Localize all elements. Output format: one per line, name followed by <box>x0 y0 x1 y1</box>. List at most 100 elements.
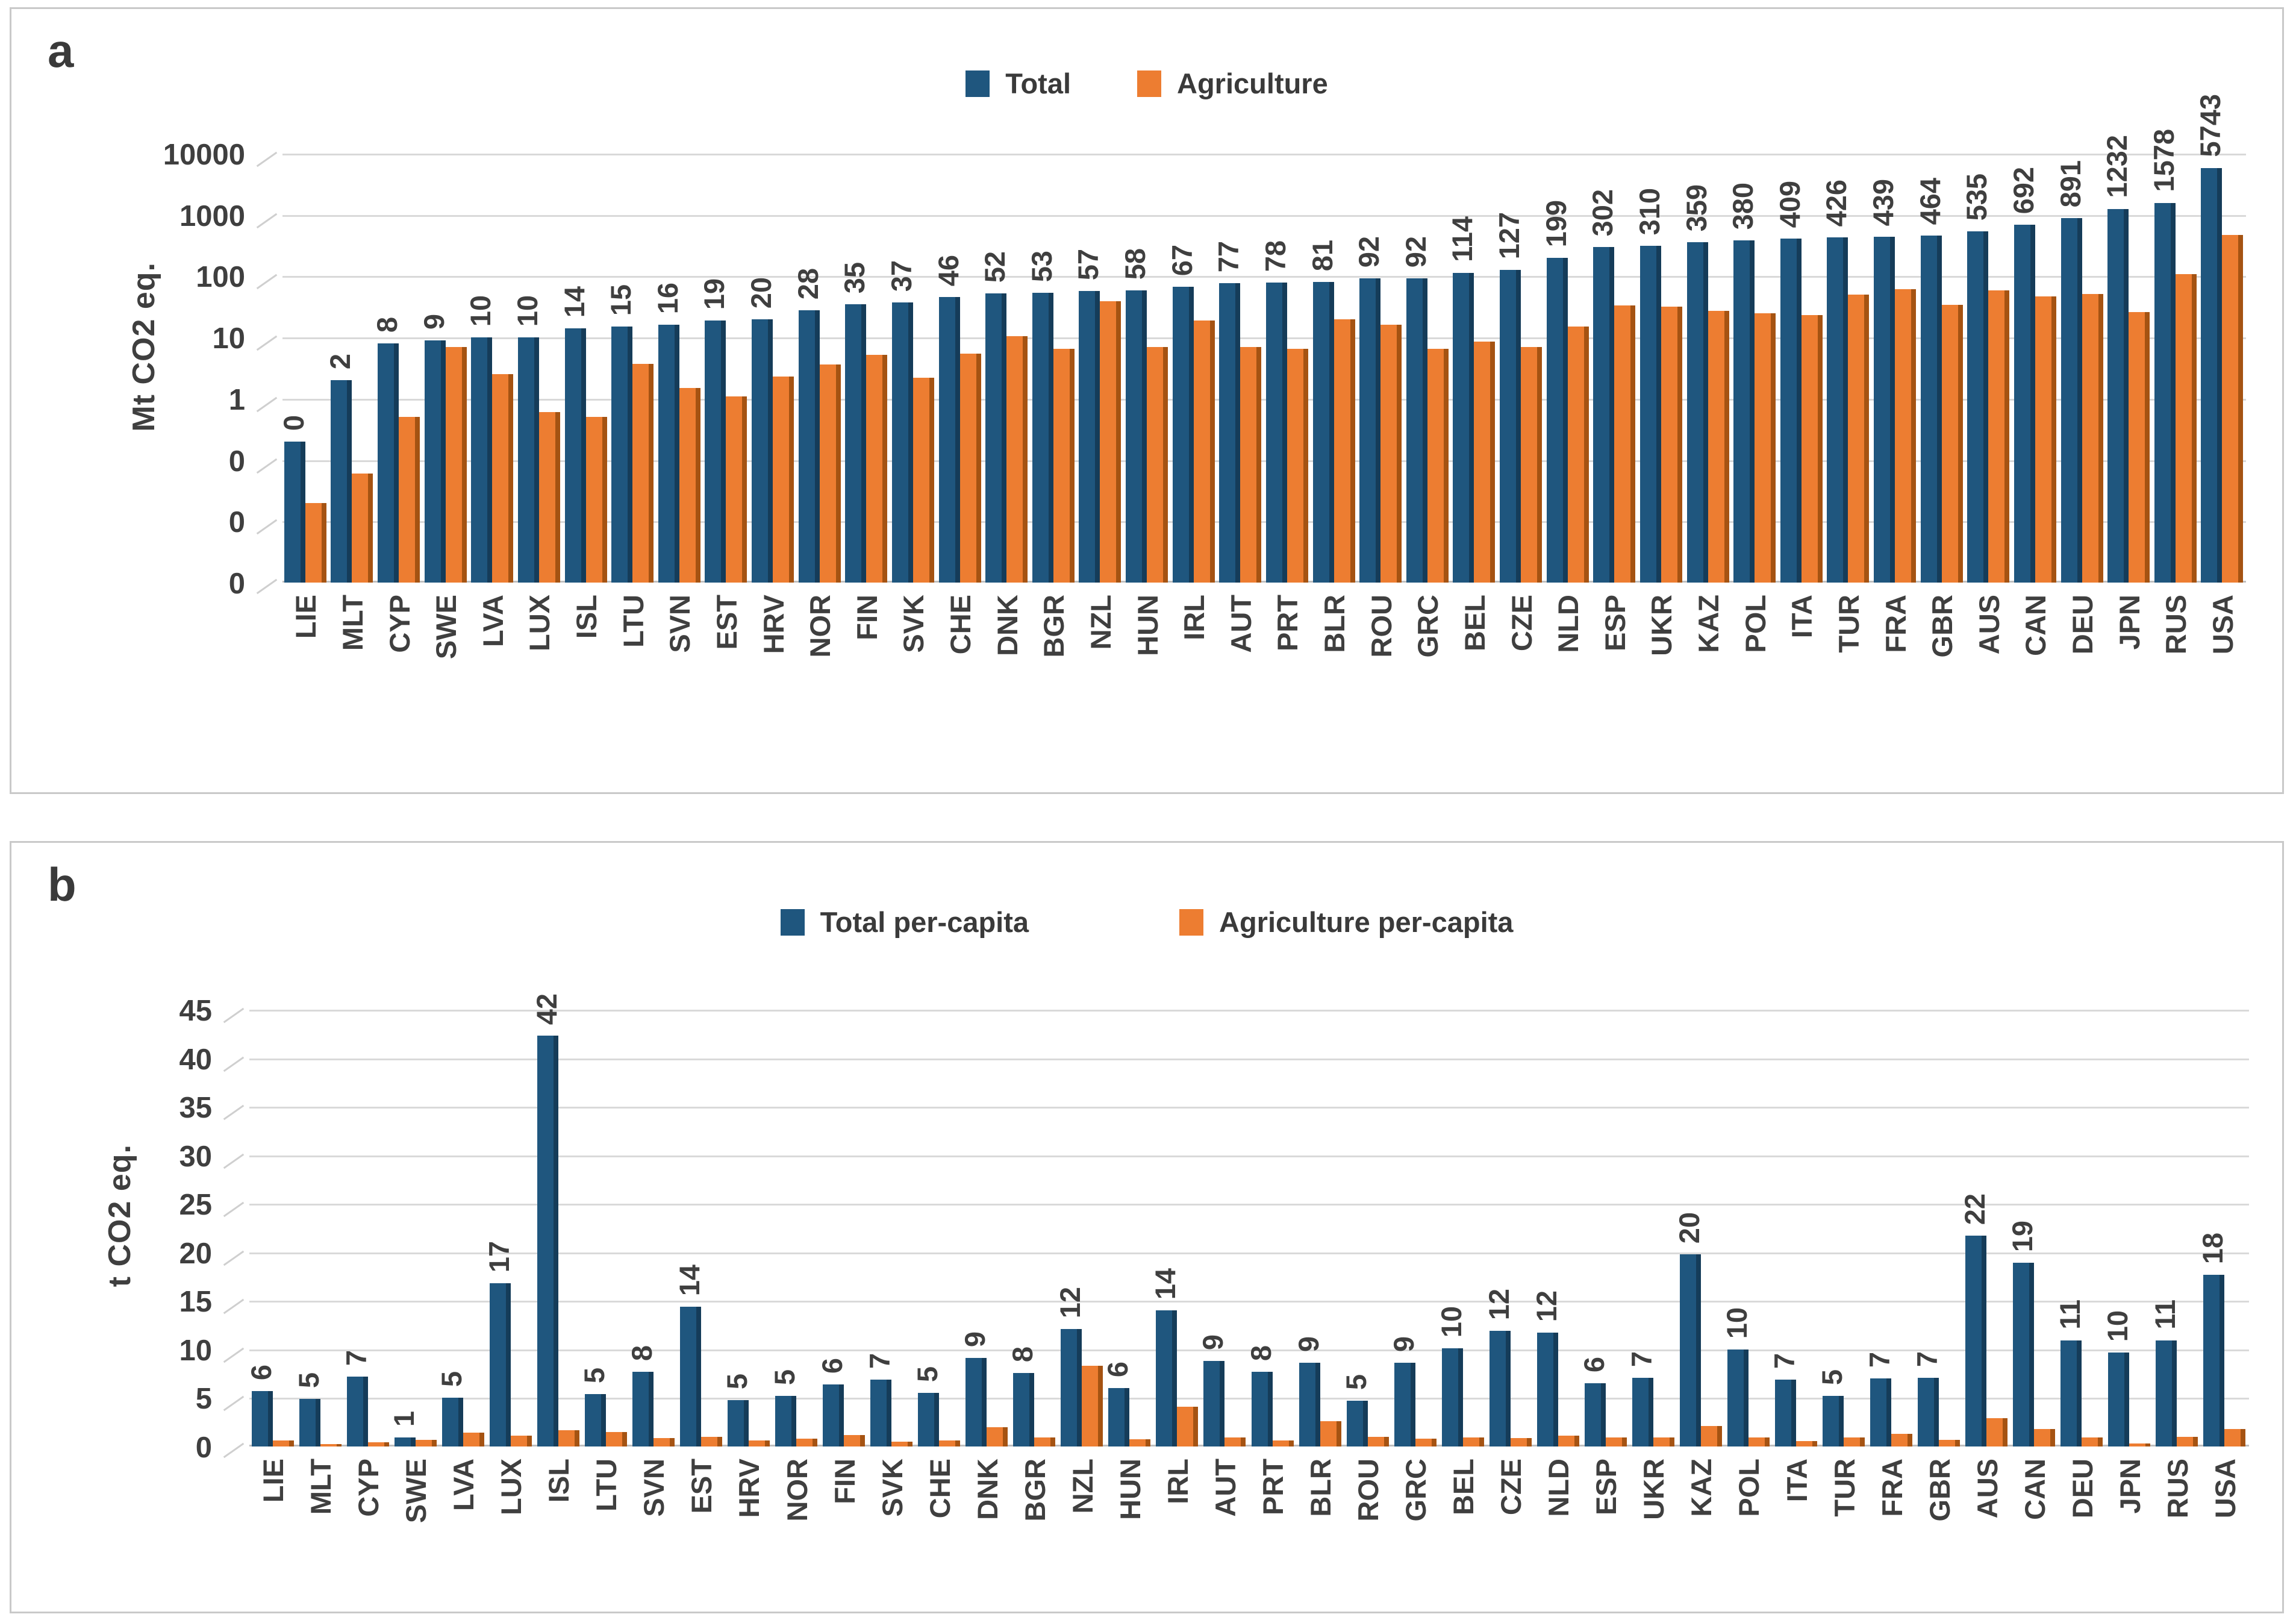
x-label-cell: NOR <box>773 1459 821 1597</box>
value-label: 35 <box>838 261 871 293</box>
legend-item-total: Total <box>966 67 1071 100</box>
agriculture-bar <box>1287 349 1308 583</box>
agriculture-bar <box>1082 1366 1103 1446</box>
total-bar <box>1441 1348 1463 1446</box>
bar-group: 37 <box>885 154 937 583</box>
bar-group: 28 <box>792 154 844 583</box>
x-label-cell: LVA <box>470 595 517 733</box>
x-label-cell: FIN <box>821 1459 869 1597</box>
total-bar <box>1013 1373 1035 1446</box>
value-label: 464 <box>1914 177 1946 225</box>
country-label: POL <box>1733 1459 1765 1517</box>
country-label: BGR <box>1038 595 1070 658</box>
bar-group: 9 <box>418 154 470 583</box>
y-axis-title-b: t CO2 eq. <box>102 1144 137 1287</box>
agriculture-bar <box>1320 1421 1341 1446</box>
total-bar <box>1918 1378 1939 1446</box>
y-tick-label: 15 <box>179 1286 212 1318</box>
gridline <box>249 1107 2249 1109</box>
bar-group: 67 <box>1165 154 1218 583</box>
value-label: 0 <box>277 414 310 431</box>
total-bar <box>1546 258 1568 583</box>
bar-group: 692 <box>2007 154 2059 583</box>
y-tick-label: 100 <box>196 261 245 293</box>
x-label-cell: SVN <box>630 1459 678 1597</box>
agriculture-bar <box>1801 315 1823 583</box>
value-label: 81 <box>1306 239 1338 271</box>
legend-label-agriculture: Agriculture <box>1177 67 1328 99</box>
value-label: 92 <box>1399 236 1432 267</box>
value-label: 14 <box>673 1264 705 1296</box>
x-label-cell: RUS <box>2153 595 2200 733</box>
bar-group: 5 <box>721 1010 773 1446</box>
agriculture-bar <box>2082 294 2103 583</box>
total-bar <box>2013 1263 2035 1446</box>
bar-group: 5 <box>1340 1010 1392 1446</box>
bar-group: 7 <box>864 1010 916 1446</box>
total-bar <box>1346 1401 1368 1446</box>
x-label-cell: LIE <box>249 1459 297 1597</box>
total-bar <box>1394 1363 1415 1446</box>
bar-group: 17 <box>483 1010 535 1446</box>
country-label: CYP <box>383 595 416 653</box>
country-label: NLD <box>1543 1459 1575 1517</box>
total-bar <box>611 327 633 583</box>
gridline <box>249 1349 2249 1351</box>
x-label-cell: CAN <box>2011 1459 2059 1597</box>
gridline <box>282 460 2246 462</box>
bar-group: 1232 <box>2101 135 2153 583</box>
value-label: 310 <box>1633 187 1665 235</box>
gridline <box>282 337 2246 339</box>
x-label-cell: DEU <box>2059 595 2106 733</box>
axis-tick-mark <box>256 213 278 229</box>
panel-a: a Total Agriculture Mt CO2 eq. 10000 1000… <box>10 7 2284 794</box>
value-label: 12 <box>1482 1288 1515 1320</box>
value-label: 5 <box>435 1371 467 1387</box>
total-bar <box>2014 225 2035 583</box>
bar-group: 0 <box>277 154 329 583</box>
y-tick-label: 45 <box>179 995 212 1027</box>
bar-group: 535 <box>1961 154 2013 583</box>
total-bar <box>1500 270 1521 583</box>
bar-group: 5 <box>293 1010 345 1446</box>
bar-group: 11 <box>2054 1010 2106 1446</box>
gridline <box>249 1010 2249 1012</box>
country-label: IRL <box>1178 595 1211 640</box>
axis-tick-mark <box>223 1104 245 1121</box>
total-bar <box>1639 246 1661 583</box>
bar-group: 464 <box>1914 154 1966 583</box>
bars-layer: 0 2 8 9 10 10 14 15 16 19 20 28 35 37 46 52 53 57 58 67 77 78… <box>277 94 2246 583</box>
total-bar <box>1780 239 1802 583</box>
x-label-cell: AUT <box>1218 595 1265 733</box>
agriculture-bar <box>272 1440 294 1446</box>
x-label-cell: CYP <box>345 1459 392 1597</box>
x-label-cell: AUS <box>1964 1459 2011 1597</box>
value-label: 8 <box>625 1345 658 1361</box>
value-label: 10 <box>511 295 543 327</box>
bar-group: 359 <box>1680 154 1732 583</box>
agriculture-bar <box>1427 349 1449 583</box>
country-label: BGR <box>1019 1459 1051 1522</box>
value-label: 67 <box>1165 244 1198 276</box>
value-label: 14 <box>558 286 590 317</box>
bar-group: 12 <box>1054 1010 1106 1446</box>
country-label: SVN <box>664 595 696 653</box>
agriculture-bar <box>1147 347 1168 583</box>
bar-group: 12 <box>1530 1010 1582 1446</box>
x-label-cell: ITA <box>1773 1459 1821 1597</box>
agriculture-bar <box>1939 1440 1961 1446</box>
total-bar <box>564 328 586 583</box>
value-label: 199 <box>1540 199 1572 247</box>
value-label: 10 <box>2101 1310 2134 1342</box>
country-label: PRT <box>1271 595 1304 651</box>
value-label: 16 <box>651 282 684 314</box>
value-label: 18 <box>2197 1232 2229 1264</box>
value-label: 5743 <box>2194 94 2227 157</box>
bar-group: 9 <box>1388 1010 1440 1446</box>
total-bar <box>775 1396 797 1446</box>
y-tick-label: 10 <box>179 1334 212 1367</box>
agriculture-bar <box>1053 349 1075 583</box>
bar-group: 127 <box>1493 154 1545 583</box>
value-label: 409 <box>1773 180 1806 228</box>
total-bar <box>2108 1353 2130 1446</box>
